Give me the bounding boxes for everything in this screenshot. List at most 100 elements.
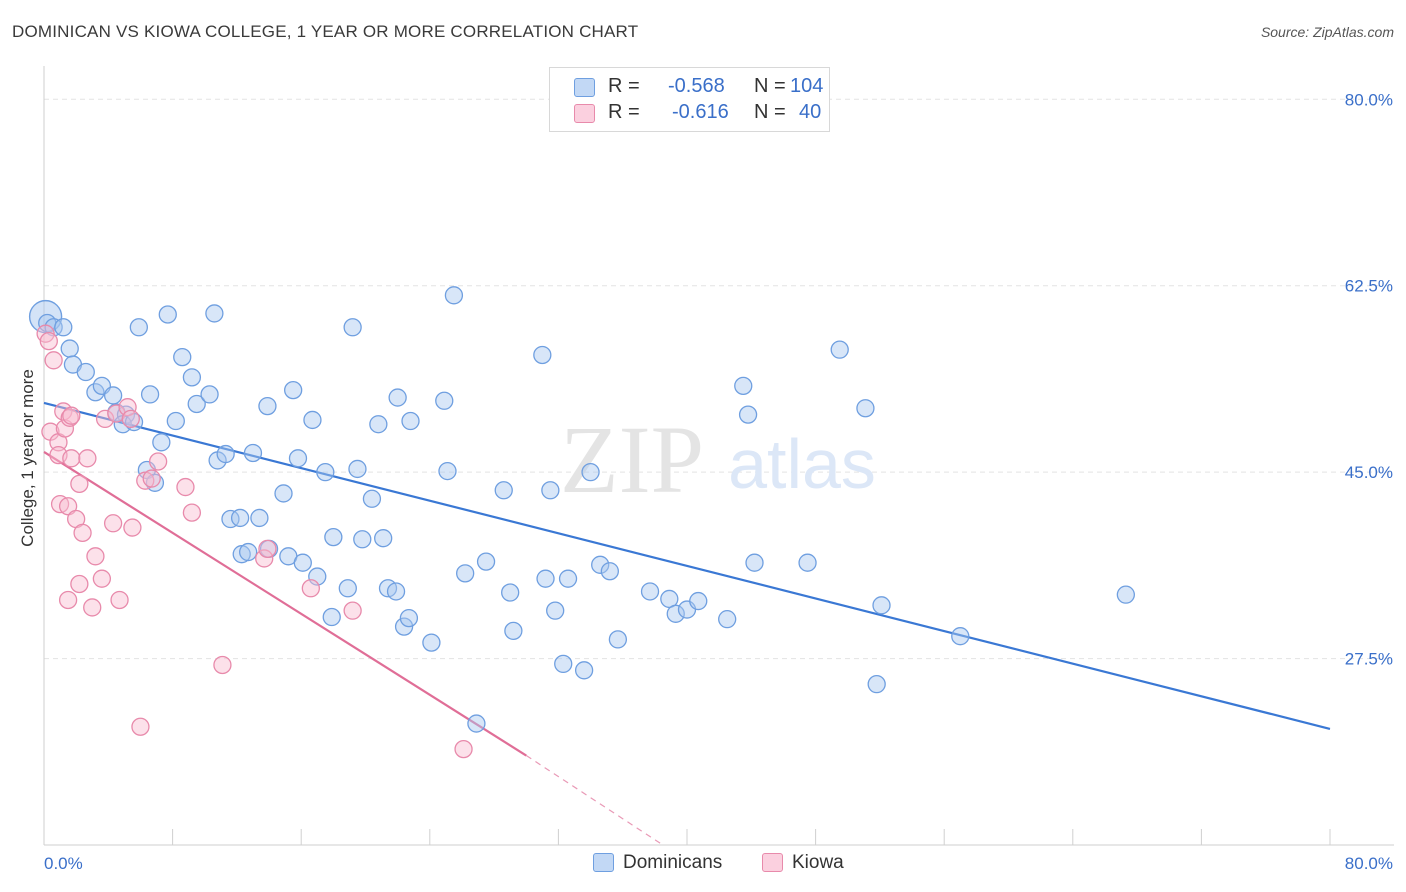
dominicans-point xyxy=(338,579,357,598)
dominicans-point xyxy=(303,410,322,430)
dominicans-point xyxy=(533,345,552,365)
dominicans-point xyxy=(353,530,372,549)
kiowa-point xyxy=(62,449,81,468)
dominicans-point xyxy=(581,463,600,482)
kiowa-point xyxy=(118,398,137,417)
kiowa-point xyxy=(121,409,140,429)
dominicans-point xyxy=(467,714,486,733)
dominicans-point xyxy=(435,391,454,410)
dominicans-point xyxy=(386,582,406,601)
kiowa-point xyxy=(92,569,112,588)
dominicans-point xyxy=(288,449,308,468)
data-points xyxy=(28,286,1135,759)
axes xyxy=(43,66,1394,846)
dominicans-point xyxy=(867,674,886,694)
legend-swatch-dominicans xyxy=(574,78,595,97)
x-tick-label: 80.0% xyxy=(1345,854,1393,873)
kiowa-point xyxy=(182,503,202,522)
dominicans-point xyxy=(293,553,312,572)
kiowa-point xyxy=(176,477,195,497)
dominicans-point xyxy=(76,362,95,382)
kiowa-point xyxy=(73,523,92,543)
dominicans-point xyxy=(734,376,753,396)
dominicans-point xyxy=(205,304,224,323)
dominicans-point xyxy=(250,508,269,528)
dominicans-trend-line xyxy=(43,401,1331,730)
bottom-legend-label: Dominicans xyxy=(623,852,723,873)
dominicans-point xyxy=(872,596,891,615)
dominicans-point xyxy=(274,484,293,503)
kiowa-point xyxy=(70,574,89,594)
legend-n-label: N = xyxy=(754,101,786,123)
kiowa-point xyxy=(454,739,473,759)
dominicans-point xyxy=(216,444,235,464)
bottom-legend-swatch-dominicans xyxy=(593,853,614,872)
dominicans-point xyxy=(239,542,258,562)
chart-title: DOMINICAN VS KIOWA COLLEGE, 1 YEAR OR MO… xyxy=(12,22,639,41)
legend-n-value: 40 xyxy=(799,101,822,123)
x-tick-labels: 0.0% 80.0% xyxy=(44,854,1393,873)
dominicans-point xyxy=(444,286,464,305)
legend-r-label: R = xyxy=(608,101,640,123)
dominicans-point xyxy=(856,399,875,418)
dominicans-point xyxy=(640,582,660,601)
dominicans-point xyxy=(422,633,441,652)
dominicans-point xyxy=(830,340,849,359)
source-label: Source: ZipAtlas.com xyxy=(1260,24,1394,40)
dominicans-point xyxy=(374,529,393,548)
dominicans-point xyxy=(200,385,219,404)
dominicans-point xyxy=(541,481,560,500)
dominicans-point xyxy=(324,527,343,547)
dominicans-point xyxy=(182,368,202,387)
dominicans-point xyxy=(666,604,685,623)
correlation-legend: R = -0.568 N = 104 R = -0.616 N = 40 xyxy=(549,67,830,132)
dominicans-point xyxy=(284,380,303,400)
watermark-atlas: atlas xyxy=(728,425,876,503)
dominicans-point xyxy=(103,386,123,405)
kiowa-point xyxy=(142,469,161,488)
dominicans-point xyxy=(558,569,578,588)
kiowa-point xyxy=(110,590,129,610)
kiowa-point xyxy=(255,549,274,568)
dominicans-point xyxy=(536,569,555,588)
dominicans-point xyxy=(140,385,160,404)
kiowa-point xyxy=(83,598,102,617)
kiowa-point xyxy=(95,409,115,429)
dominicans-point xyxy=(608,630,628,649)
dominicans-point xyxy=(798,553,817,572)
legend-n-label: N = xyxy=(754,75,786,97)
dominicans-point xyxy=(258,396,277,416)
dominicans-point xyxy=(600,562,619,581)
dominicans-point xyxy=(362,489,382,508)
bottom-legend-swatch-kiowa xyxy=(762,853,783,872)
dominicans-point xyxy=(745,553,764,572)
legend-swatch-kiowa xyxy=(574,104,595,123)
kiowa-point xyxy=(343,601,362,620)
dominicans-point xyxy=(343,318,362,337)
y-tick-label: 45.0% xyxy=(1345,463,1393,482)
dominicans-point xyxy=(546,601,565,620)
kiowa-point xyxy=(301,579,320,598)
dominicans-point xyxy=(738,405,758,424)
legend-r-label: R = xyxy=(608,75,640,97)
legend-r-value: -0.568 xyxy=(668,75,725,97)
y-tick-labels: 27.5% 45.0% 62.5% 80.0% xyxy=(1345,90,1393,668)
dominicans-point xyxy=(166,411,185,431)
dominicans-point xyxy=(689,591,708,611)
kiowa-point xyxy=(131,717,150,736)
dominicans-point xyxy=(504,621,523,641)
dominicans-point xyxy=(187,394,206,414)
dominicans-point xyxy=(951,627,970,646)
dominicans-point xyxy=(369,415,388,434)
kiowa-point xyxy=(78,449,97,468)
kiowa-point xyxy=(86,547,105,566)
dominicans-point xyxy=(501,583,520,602)
dominicans-point xyxy=(399,608,419,628)
dominicans-point xyxy=(316,463,335,482)
kiowa-point xyxy=(70,474,89,494)
dominicans-point xyxy=(394,617,414,636)
dominicans-point xyxy=(129,318,148,337)
dominicans-point xyxy=(554,654,573,674)
kiowa-trend-extension xyxy=(525,755,664,846)
